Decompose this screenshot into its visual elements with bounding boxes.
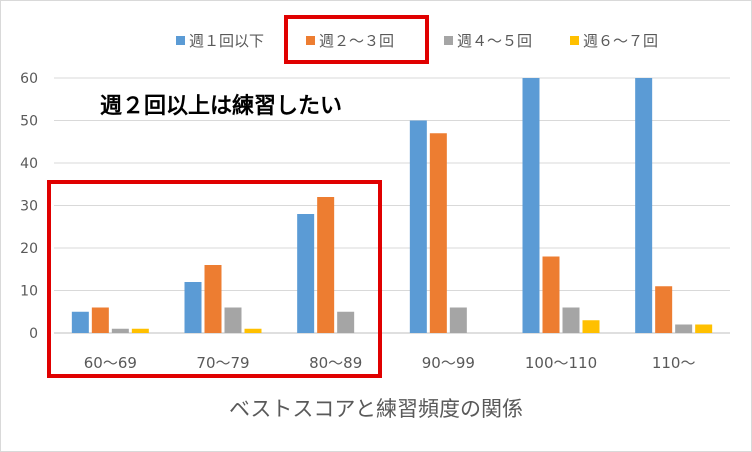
- x-tick-label: 110～: [652, 354, 696, 372]
- y-tick-label: 40: [20, 156, 38, 172]
- legend-item-series-2: 週２～３回: [306, 28, 394, 52]
- bar: [522, 78, 540, 333]
- bar: [562, 307, 580, 333]
- x-tick-label: 100～110: [525, 354, 597, 372]
- x-tick-label: 60～69: [84, 354, 137, 372]
- bar: [695, 324, 713, 333]
- x-tick-label: 70～79: [196, 354, 249, 372]
- legend-label-series-1: 週１回以下: [189, 31, 265, 50]
- bar: [429, 133, 447, 333]
- legend-swatch-series-4: [570, 35, 579, 45]
- bar: [111, 328, 129, 333]
- legend-swatch-series-3: [444, 35, 453, 45]
- bar: [244, 328, 262, 333]
- bar: [675, 324, 693, 333]
- y-tick-label: 0: [29, 326, 38, 342]
- bar: [449, 307, 467, 333]
- bar: [184, 282, 202, 333]
- bar: [91, 307, 109, 333]
- bar: [409, 120, 427, 333]
- legend-item-series-4: 週６～７回: [570, 28, 658, 52]
- bar: [131, 328, 149, 333]
- legend-label-series-3: 週４～５回: [457, 31, 533, 50]
- y-tick-label: 20: [20, 241, 38, 257]
- bar: [337, 311, 355, 333]
- legend-label-series-2: 週２～３回: [319, 31, 395, 50]
- legend-swatch-series-2: [306, 35, 315, 45]
- y-tick-label: 10: [20, 284, 38, 300]
- bar: [582, 320, 600, 333]
- x-tick-label: 90～99: [422, 354, 475, 372]
- annotation-text: 週２回以上は練習したい: [100, 94, 343, 119]
- bar: [655, 286, 673, 333]
- bar: [224, 307, 242, 333]
- y-tick-label: 60: [20, 71, 38, 87]
- chart-title: ベストスコアと練習頻度の関係: [229, 397, 523, 421]
- bar: [71, 311, 89, 333]
- x-tick-label: 80～89: [309, 354, 362, 372]
- y-tick-label: 50: [20, 114, 38, 130]
- categories-highlight-box: [47, 180, 382, 378]
- bar: [635, 78, 653, 333]
- legend-item-series-3: 週４～５回: [444, 28, 532, 52]
- y-tick-label: 30: [20, 199, 38, 215]
- legend-swatch-series-1: [176, 35, 185, 45]
- bar: [542, 256, 560, 333]
- legend-highlight-box: [284, 15, 429, 64]
- legend-label-series-4: 週６～７回: [583, 31, 659, 50]
- bar: [317, 197, 335, 333]
- bar: [297, 214, 315, 333]
- legend-item-series-1: 週１回以下: [176, 28, 264, 52]
- bar: [204, 265, 222, 333]
